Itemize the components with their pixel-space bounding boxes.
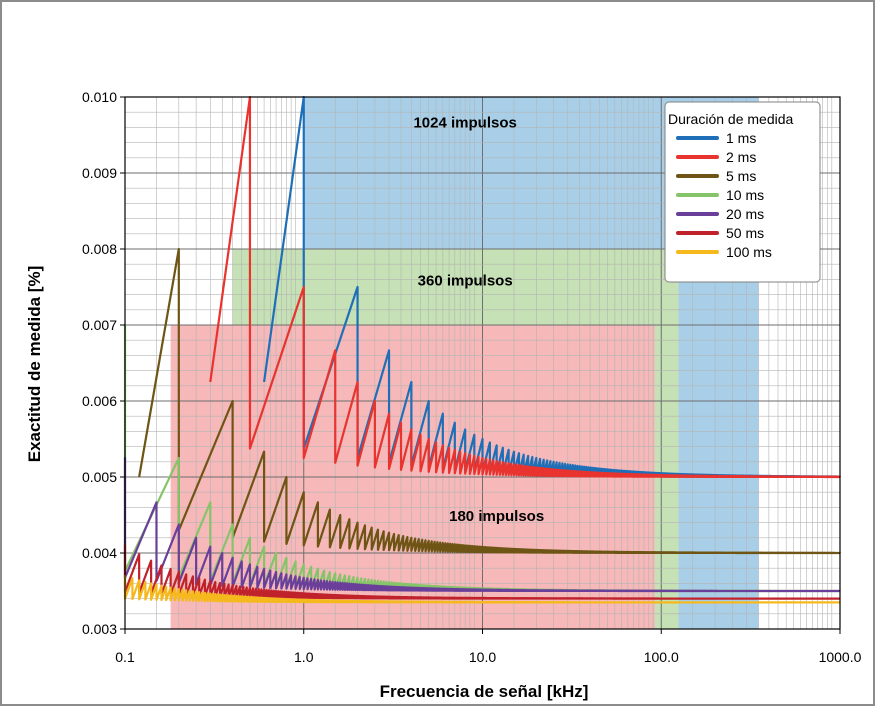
x-tick-label: 10.0	[469, 649, 496, 665]
y-tick-label: 0.006	[82, 393, 117, 409]
series-layer	[123, 95, 842, 604]
y-tick-label: 0.009	[82, 165, 117, 181]
legend-label: 2 ms	[726, 149, 756, 165]
region-label-2: 180 impulsos	[449, 508, 544, 525]
series-line-50ms	[123, 544, 842, 600]
x-tick-label: 1.0	[294, 649, 314, 665]
series-line-5ms	[138, 247, 842, 555]
legend-label: 100 ms	[726, 244, 772, 260]
legend-box	[664, 101, 821, 283]
legend-label: 50 ms	[726, 225, 764, 241]
y-tick-label: 0.010	[82, 89, 117, 105]
legend-label: 10 ms	[726, 187, 764, 203]
region-label-0: 1024 impulsos	[413, 114, 516, 131]
x-axis-title: Frecuencia de señal [kHz]	[380, 682, 589, 701]
y-tick-label: 0.008	[82, 241, 117, 257]
series-line-2ms	[209, 95, 841, 479]
legend: Duración de medida 1 ms 2 ms 5 ms 10 ms 20 m…	[664, 101, 821, 283]
series-line-20ms	[123, 456, 842, 593]
y-tick-label: 0.003	[82, 621, 117, 637]
legend-items: 1 ms 2 ms 5 ms 10 ms 20 ms 50 ms 100 ms	[676, 130, 772, 260]
legend-label: 5 ms	[726, 168, 756, 184]
y-tick-label: 0.004	[82, 545, 117, 561]
y-tick-label: 0.007	[82, 317, 117, 333]
y-tick-label: 0.005	[82, 469, 117, 485]
x-tick-label: 100.0	[644, 649, 679, 665]
x-tick-label: 0.1	[115, 649, 135, 665]
x-tick-label: 1000.0	[819, 649, 862, 665]
region-label-1: 360 impulsos	[418, 272, 513, 289]
region-labels-layer: 1024 impulsos 360 impulsos 180 impulsos	[413, 114, 544, 525]
legend-label: 20 ms	[726, 206, 764, 222]
legend-title: Duración de medida	[668, 111, 794, 127]
legend-label: 1 ms	[726, 130, 756, 146]
series-line-100ms	[123, 574, 842, 604]
ticks-layer: 0.1 1.0 10.0 100.0 1000.0 0.003 0.004 0.005 0.00…	[82, 89, 862, 665]
y-axis-title: Exactitud de medida [%]	[25, 266, 44, 462]
